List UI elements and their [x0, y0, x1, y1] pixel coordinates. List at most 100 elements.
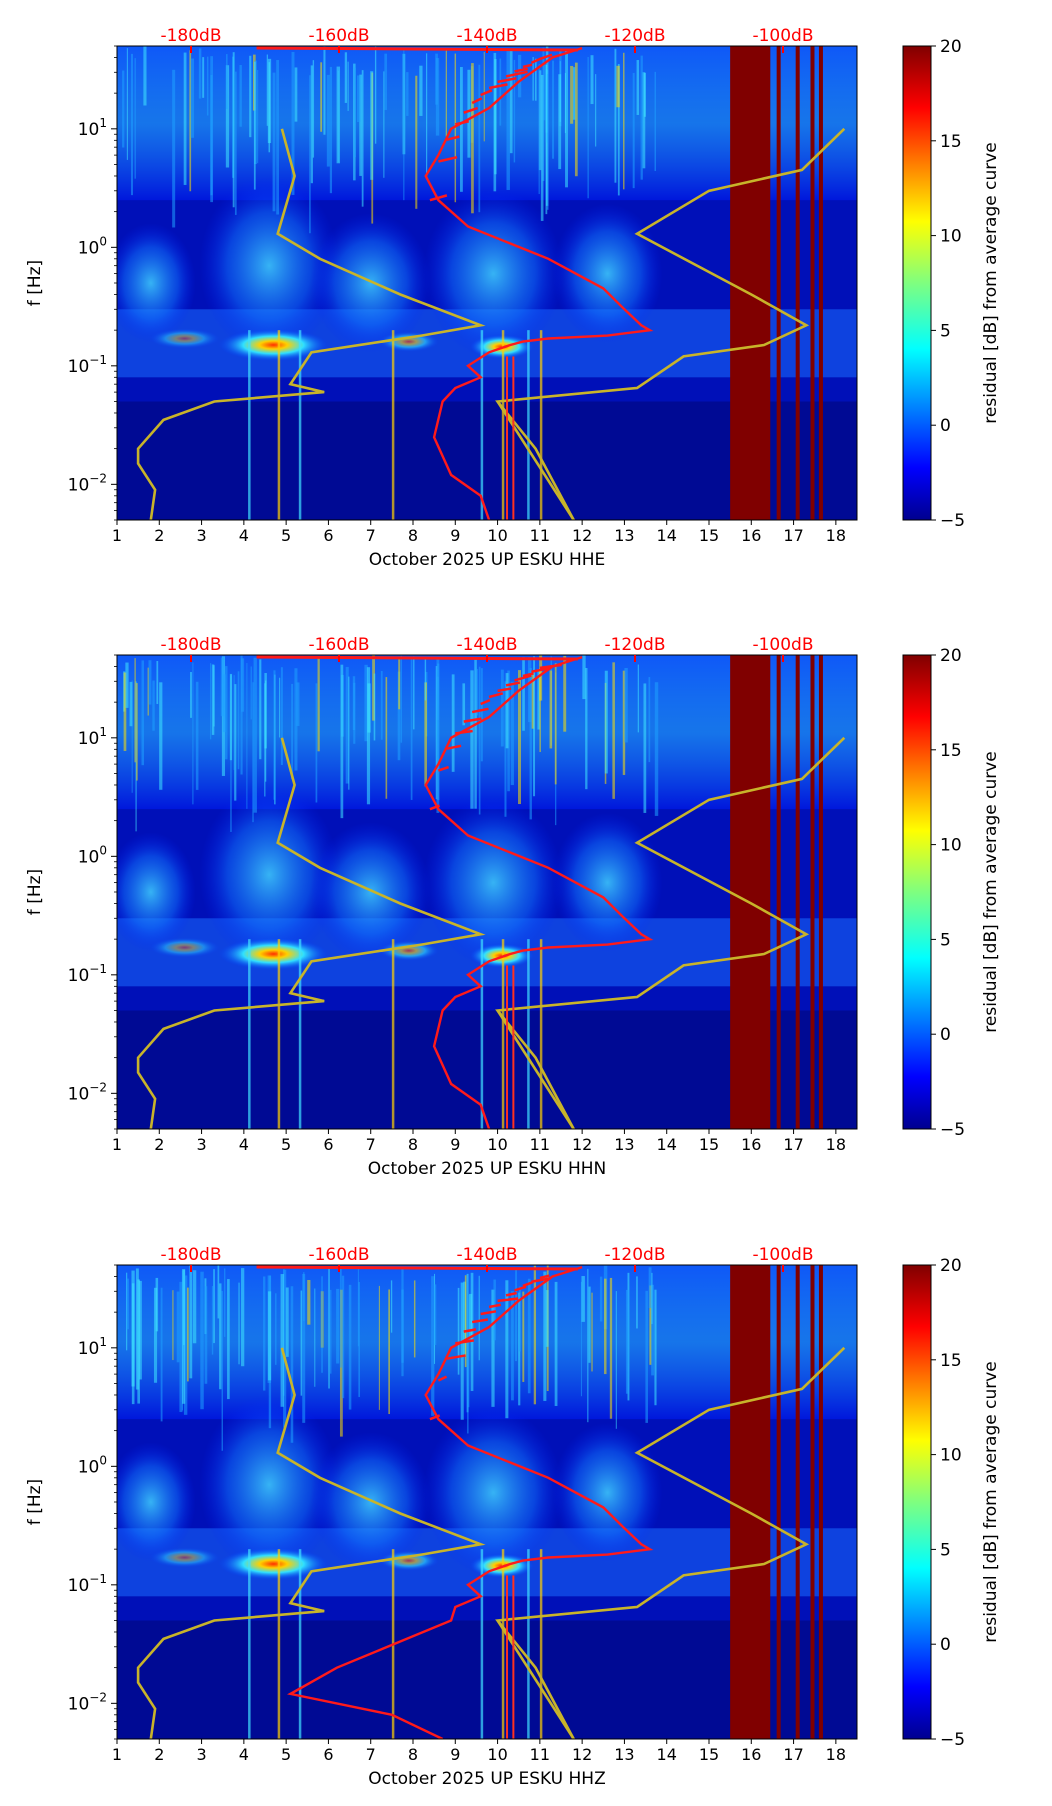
noise-streak [252, 682, 254, 823]
top-tick-label: -140dB [456, 1245, 517, 1265]
transient-streak [248, 939, 251, 1129]
noise-streak [552, 60, 555, 159]
noise-streak [390, 1280, 393, 1333]
top-tick-label: -120dB [604, 635, 665, 655]
noise-streak [434, 1284, 437, 1346]
average-curve-jitter [531, 667, 550, 673]
noise-streak [257, 69, 259, 164]
x-tick-label: 17 [783, 526, 803, 545]
noise-streak [640, 55, 643, 180]
x-tick-label: 17 [783, 1745, 803, 1764]
x-tick-label: 6 [323, 1745, 333, 1764]
y-tick-label: 101 [78, 725, 107, 749]
saturated-strip [818, 655, 823, 1129]
average-curve-jitter [497, 77, 517, 84]
noise-streak [474, 658, 477, 809]
y-tick-label: 10−2 [68, 1080, 107, 1104]
noise-streak [209, 663, 212, 740]
average-curve [424, 655, 654, 1129]
noise-streak [211, 664, 215, 735]
saturated-strip [818, 1265, 823, 1739]
transient-streak [527, 939, 530, 1129]
average-curve-jitter [505, 681, 521, 687]
noise-streak [539, 655, 543, 701]
storm-haze-4 [552, 203, 663, 344]
noise-streak [339, 1267, 342, 1368]
noise-streak [224, 666, 228, 760]
average-curve-jitter [539, 53, 553, 61]
noise-streak [614, 48, 617, 183]
average-curve-jitter [522, 672, 534, 678]
x-tick-label: 5 [281, 1135, 291, 1154]
noise-streak [469, 1293, 473, 1340]
saturated-region [730, 46, 771, 520]
saturated-strip [795, 46, 800, 520]
noise-streak [460, 67, 463, 192]
noise-streak [330, 1289, 332, 1374]
microseism-peak-4 [149, 937, 220, 958]
average-curve-top [256, 1265, 578, 1271]
colorbar-tick-label: 15 [940, 741, 962, 761]
noise-streak [436, 657, 440, 813]
noise-streak [227, 1279, 230, 1400]
x-tick-label: 12 [572, 1135, 592, 1154]
average-curve-jitter [437, 765, 450, 772]
noise-streak [532, 56, 534, 101]
red-marker-line [512, 1575, 515, 1739]
noise-streak [415, 75, 418, 209]
average-curve-jitter [488, 692, 504, 699]
noise-streak [574, 62, 578, 177]
model-curve-tail [496, 1009, 575, 1129]
noise-streak [226, 54, 228, 109]
noise-streak [570, 65, 574, 124]
noise-streak [636, 1276, 638, 1329]
noise-streak [250, 666, 252, 720]
noise-streak [198, 48, 202, 99]
noise-streak [383, 71, 385, 178]
noise-streak [347, 61, 349, 111]
noise-streak [366, 667, 371, 805]
x-axis-label: October 2025 UP ESKU HHN [368, 1159, 607, 1179]
storm-haze-5 [117, 223, 196, 343]
top-tick-label: -180dB [160, 1245, 221, 1265]
noise-streak [505, 673, 509, 749]
noise-streak [400, 655, 403, 743]
noise-streak [493, 1279, 496, 1341]
noise-streak [545, 64, 548, 215]
noise-streak [130, 53, 133, 196]
noise-streak [219, 1283, 222, 1390]
noise-streak [294, 668, 298, 771]
transient-streak [501, 1549, 505, 1739]
noise-streak [220, 657, 225, 717]
noise-streak [229, 673, 233, 761]
noise-streak [604, 670, 608, 774]
noise-streak [424, 658, 427, 701]
x-tick-label: 7 [366, 526, 376, 545]
x-tick-label: 2 [154, 526, 164, 545]
noise-streak [344, 52, 348, 103]
microseism-peak-1 [218, 937, 329, 970]
microseism-peak-4 [149, 328, 220, 349]
x-tick-label: 9 [450, 1135, 460, 1154]
noise-streak [538, 70, 542, 171]
noise-streak [565, 48, 568, 188]
average-curve-jitter [480, 1310, 497, 1316]
x-tick-label: 1 [112, 1135, 122, 1154]
noise-streak [518, 1286, 521, 1352]
model-curve-tail [496, 400, 575, 520]
transient-streak [298, 330, 302, 520]
saturated-region [730, 655, 771, 1129]
low-noise-model-curve [136, 737, 486, 1129]
noise-streak [129, 681, 133, 727]
x-tick-label: 15 [699, 526, 719, 545]
noise-streak [134, 658, 136, 763]
noise-streak [131, 1283, 135, 1405]
noise-streak [590, 55, 594, 105]
average-curve-jitter [446, 744, 462, 750]
average-curve-jitter [471, 1318, 489, 1324]
microseism-peak-4 [149, 1547, 220, 1568]
noise-streak [323, 46, 326, 135]
noise-streak [563, 655, 567, 732]
y-tick-label: 10−2 [68, 471, 107, 495]
